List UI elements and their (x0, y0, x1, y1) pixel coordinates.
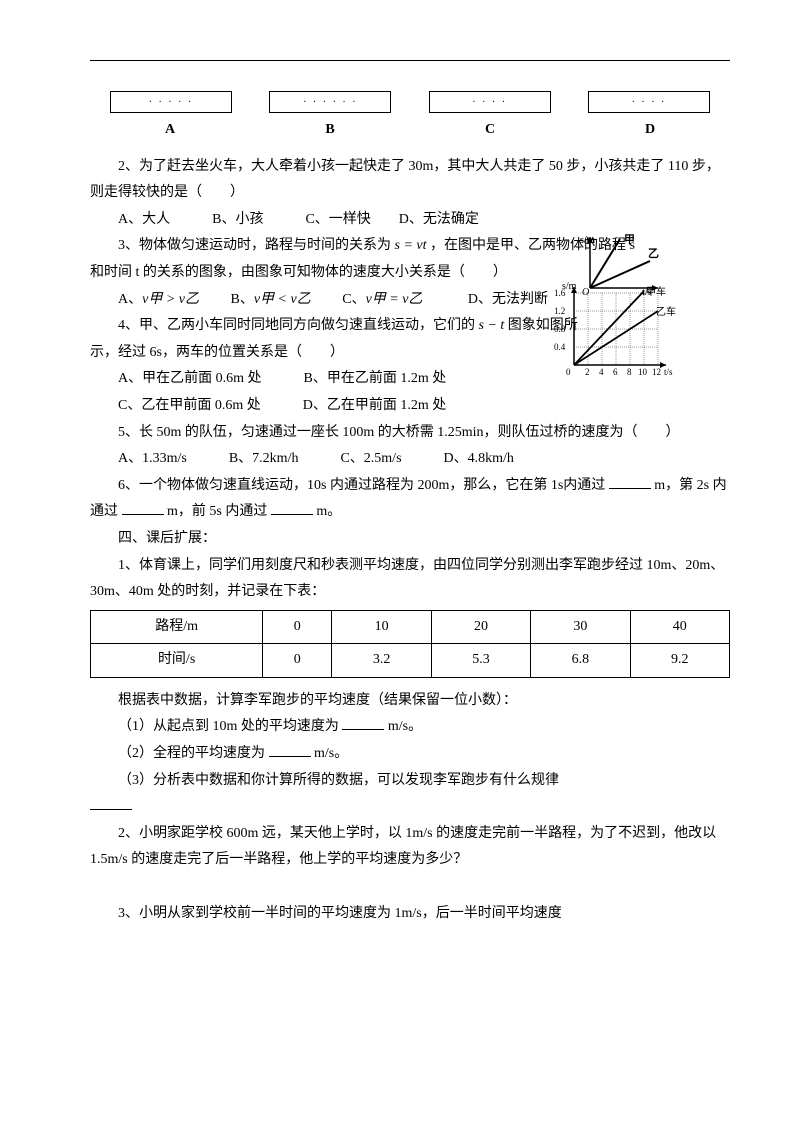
question-2: 2、为了赶去坐火车，大人牵着小孩一起快走了 30m，其中大人共走了 50 步，小… (90, 154, 730, 207)
ext1-sub2-blank (269, 742, 311, 757)
q3-opt-d: D、无法判断 (426, 292, 548, 307)
svg-text:10: 10 (638, 367, 648, 377)
tape-label-c: C (430, 117, 550, 144)
table-row: 时间/s 0 3.2 5.3 6.8 9.2 (91, 644, 730, 678)
ext1-sub1-b: m/s。 (384, 719, 422, 734)
q3-formula: s = vt (391, 238, 430, 253)
section-4-header: 四、课后扩展： (90, 526, 730, 553)
svg-text:4: 4 (599, 367, 604, 377)
cell: 0 (263, 610, 332, 644)
svg-text:8: 8 (627, 367, 632, 377)
svg-text:12: 12 (652, 367, 661, 377)
tape-labels-row: A B C D (110, 117, 710, 144)
page-top-rule (90, 60, 730, 61)
tape-box-b: · · · · · · (269, 91, 391, 113)
svg-text:乙车: 乙车 (656, 305, 676, 318)
svg-text:2: 2 (585, 367, 590, 377)
svg-text:乙: 乙 (648, 247, 659, 260)
svg-text:1.2: 1.2 (554, 306, 565, 316)
q3-opt-b-pre: B、 (203, 292, 254, 307)
cell: 30 (531, 610, 630, 644)
ext-1-sub1: （1）从起点到 10m 处的平均速度为 m/s。 (90, 714, 730, 741)
ext1-sub2-b: m/s。 (311, 746, 349, 761)
tape-boxes-row: · · · · · · · · · · · · · · · · · · · (110, 91, 710, 113)
ext1-sub2-a: （2）全程的平均速度为 (118, 746, 269, 761)
ext-1-table: 路程/m 0 10 20 30 40 时间/s 0 3.2 5.3 6.8 9.… (90, 610, 730, 678)
svg-text:6: 6 (613, 367, 618, 377)
q6-blank-3 (271, 500, 313, 515)
ext1-sub1-blank (342, 715, 384, 730)
svg-text:t/s: t/s (664, 367, 673, 377)
q6-pre: 6、一个物体做匀速直线运动，10s 内通过路程为 200m，那么，它在第 1s内… (118, 478, 609, 493)
question-6: 6、一个物体做匀速直线运动，10s 内通过路程为 200m，那么，它在第 1s内… (90, 473, 730, 526)
tape-label-a: A (110, 117, 230, 144)
svg-text:1.6: 1.6 (554, 288, 566, 298)
table-row: 路程/m 0 10 20 30 40 (91, 610, 730, 644)
spacer (90, 874, 730, 901)
ext-1: 1、体育课上，同学们用刻度尺和秒表测平均速度，由四位同学分别测出李军跑步经过 1… (90, 553, 730, 606)
q4-formula: s − t (475, 318, 508, 333)
cell: 路程/m (91, 610, 263, 644)
tape-box-c: · · · · (429, 91, 551, 113)
cell: 40 (630, 610, 729, 644)
tape-label-d: D (590, 117, 710, 144)
q3-opt-a-pre: A、 (118, 292, 142, 307)
question-2-options: A、大人 B、小孩 C、一样快 D、无法确定 (90, 207, 730, 234)
svg-text:甲车: 甲车 (646, 285, 666, 298)
svg-text:0: 0 (566, 367, 571, 377)
ext-1-sub3-blank-line (90, 794, 730, 821)
cell: 6.8 (531, 644, 630, 678)
q6-post: m。 (313, 504, 341, 519)
ext-2: 2、小明家距学校 600m 远，某天他上学时，以 1m/s 的速度走完前一半路程… (90, 821, 730, 874)
q3-text-a: 3、物体做匀速运动时，路程与时间的关系为 (118, 238, 391, 253)
cell: 5.3 (431, 644, 530, 678)
cell: 9.2 (630, 644, 729, 678)
tape-label-b: B (270, 117, 390, 144)
tape-box-d: · · · · (588, 91, 710, 113)
q3-opt-b-f: v甲 < v乙 (254, 292, 311, 307)
cell: 20 (431, 610, 530, 644)
q4-text-a: 4、甲、乙两小车同时同地同方向做匀速直线运动，它们的 (118, 318, 475, 333)
q3-opt-a-f: v甲 > v乙 (142, 292, 199, 307)
q3-opt-c-f: v甲 = v乙 (366, 292, 423, 307)
cell: 3.2 (332, 644, 431, 678)
svg-text:0.4: 0.4 (554, 342, 566, 352)
q6-blank-2 (122, 500, 164, 515)
cell: 10 (332, 610, 431, 644)
ext-1-sub2: （2）全程的平均速度为 m/s。 (90, 741, 730, 768)
cell: 时间/s (91, 644, 263, 678)
svg-text:甲: 甲 (624, 233, 635, 246)
figure-q4: s/m 甲车 乙车 1.6 1.2 0.8 0.4 0 2 (548, 281, 668, 402)
question-5: 5、长 50m 的队伍，匀速通过一座长 100m 的大桥需 1.25min，则队… (90, 420, 730, 447)
q3-opt-c-pre: C、 (314, 292, 365, 307)
cell: 0 (263, 644, 332, 678)
ext-3: 3、小明从家到学校前一半时间的平均速度为 1m/s，后一半时间平均速度 (90, 901, 730, 928)
ext-1-sub3: （3）分析表中数据和你计算所得的数据，可以发现李军跑步有什么规律 (90, 768, 730, 795)
tape-box-a: · · · · · (110, 91, 232, 113)
svg-text:s/m: s/m (580, 235, 596, 246)
ext1-sub1-a: （1）从起点到 10m 处的平均速度为 (118, 719, 342, 734)
ext-1-after: 根据表中数据，计算李军跑步的平均速度（结果保留一位小数）： (90, 688, 730, 715)
svg-text:0.8: 0.8 (554, 324, 566, 334)
question-5-options: A、1.33m/s B、7.2km/h C、2.5m/s D、4.8km/h (90, 446, 730, 473)
q6-blank-1 (609, 474, 651, 489)
q6-mid2: m，前 5s 内通过 (164, 504, 271, 519)
